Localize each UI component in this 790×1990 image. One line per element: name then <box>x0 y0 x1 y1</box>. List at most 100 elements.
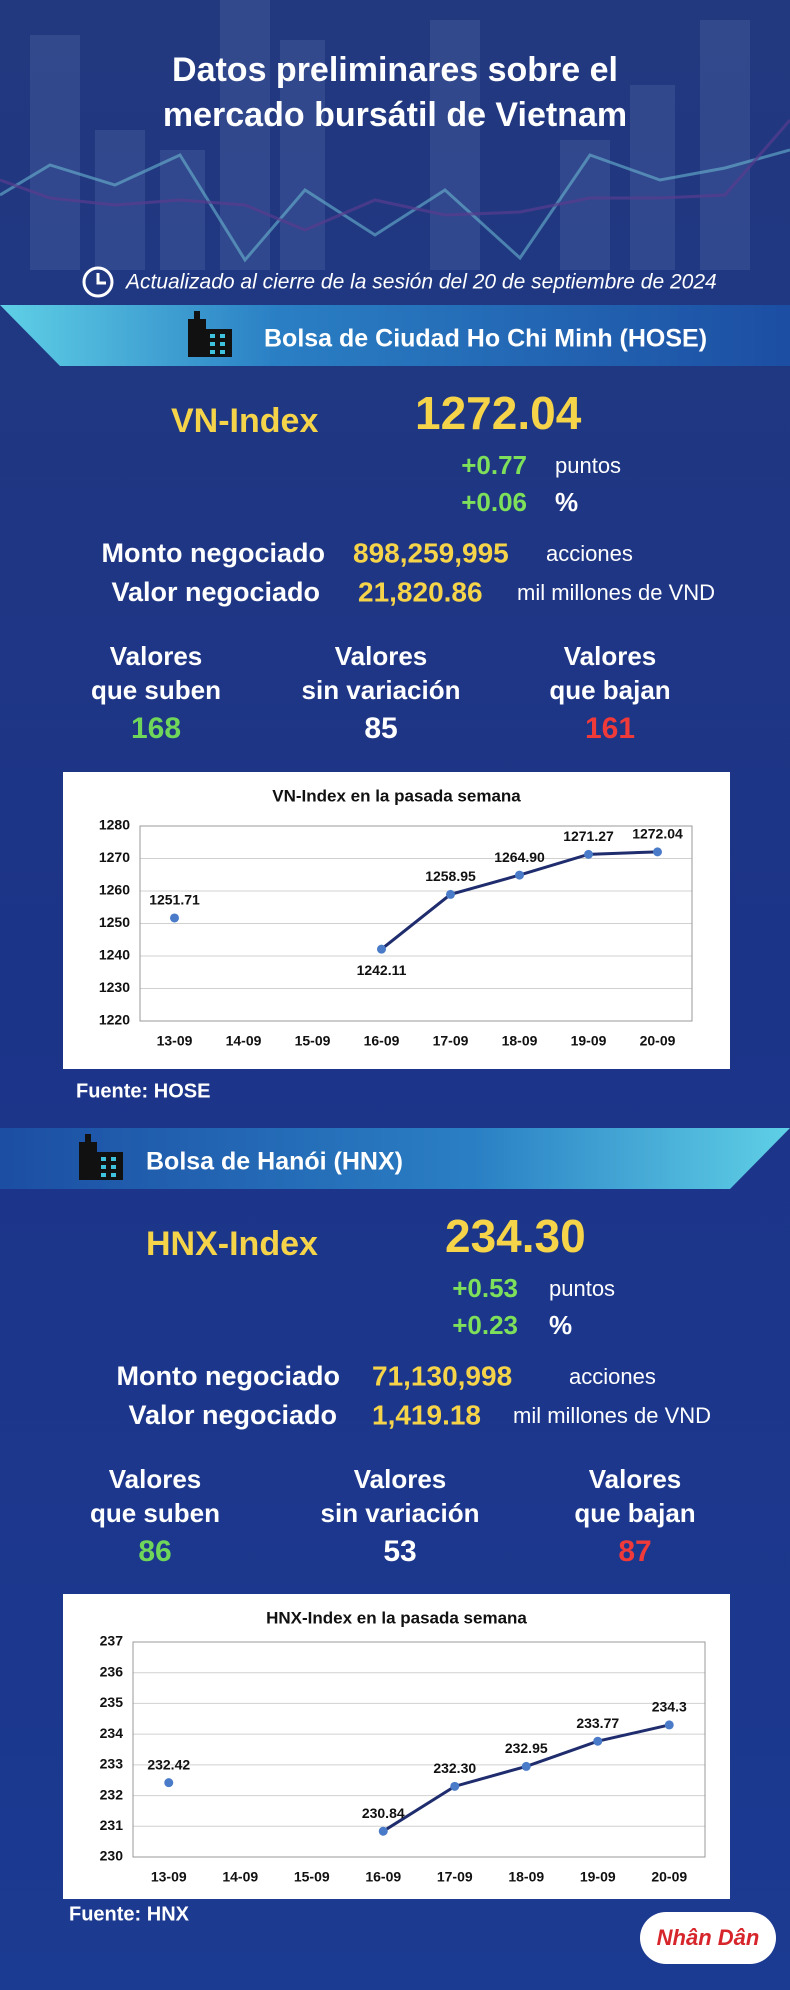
y-tick-label: 231 <box>100 1817 124 1833</box>
y-tick-label: 1260 <box>99 882 130 898</box>
y-tick-label: 1220 <box>99 1012 130 1028</box>
value-label: 1258.95 <box>425 868 476 884</box>
value-label: 233.77 <box>576 1715 619 1731</box>
x-tick-label: 13-09 <box>151 1869 187 1885</box>
marker <box>664 1720 674 1730</box>
y-tick-label: 237 <box>100 1633 124 1649</box>
building-icon <box>210 342 215 346</box>
percent-unit: % <box>555 487 578 517</box>
stat-unit: mil millones de VND <box>513 1403 711 1428</box>
stat-unit: mil millones de VND <box>517 580 715 605</box>
change-points: +0.77 <box>461 450 527 480</box>
x-tick-label: 20-09 <box>640 1033 676 1049</box>
index-name: VN-Index <box>171 402 318 440</box>
stat-value: 71,130,998 <box>372 1360 512 1391</box>
x-tick-label: 17-09 <box>433 1033 469 1049</box>
y-tick-label: 230 <box>100 1848 124 1864</box>
count-value: 86 <box>138 1535 171 1568</box>
title: Datos preliminares sobre el <box>172 51 618 89</box>
count-label: que suben <box>90 1498 220 1528</box>
building-icon <box>111 1165 116 1169</box>
building-icon <box>79 1142 97 1180</box>
y-tick-label: 1230 <box>99 979 130 995</box>
count-label: Valores <box>109 1464 202 1494</box>
x-tick-label: 16-09 <box>364 1033 400 1049</box>
y-tick-label: 1250 <box>99 914 130 930</box>
value-label: 1264.90 <box>494 849 545 865</box>
stat-unit: acciones <box>569 1364 656 1389</box>
building-icon <box>220 334 225 338</box>
chart-box <box>63 1594 730 1899</box>
percent-unit: % <box>549 1310 572 1340</box>
count-label: Valores <box>354 1464 447 1494</box>
plot-frame <box>139 825 693 1022</box>
value-label: 230.84 <box>362 1805 405 1821</box>
count-label: sin variación <box>321 1498 480 1528</box>
value-label: 1271.27 <box>563 828 614 844</box>
building-icon <box>101 1173 106 1177</box>
building-icon <box>101 1165 106 1169</box>
marker <box>377 944 386 954</box>
y-tick-label: 1240 <box>99 947 130 963</box>
stat-label: Monto negociado <box>102 538 325 568</box>
count-label: sin variación <box>302 675 461 705</box>
index-value: 234.30 <box>445 1210 586 1262</box>
count-label: que bajan <box>574 1498 695 1528</box>
stat-value: 1,419.18 <box>372 1399 481 1430</box>
x-tick-label: 15-09 <box>294 1869 330 1885</box>
title: mercado bursátil de Vietnam <box>163 96 627 134</box>
value-label: 234.3 <box>652 1699 687 1715</box>
count-label: Valores <box>110 641 203 671</box>
building-icon <box>210 334 215 338</box>
updated: Actualizado al cierre de la sesión del 2… <box>124 271 717 294</box>
y-tick-label: 233 <box>100 1756 124 1772</box>
y-tick-label: 235 <box>100 1694 124 1710</box>
marker <box>653 847 662 857</box>
stat-label: Valor negociado <box>128 1400 337 1430</box>
stat-unit: acciones <box>546 541 633 566</box>
decor-bars <box>30 0 750 270</box>
count-label: que suben <box>91 675 221 705</box>
change-percent: +0.23 <box>452 1310 518 1340</box>
stat-value: 21,820.86 <box>358 576 483 607</box>
building-icon <box>111 1157 116 1161</box>
source: Fuente: HNX <box>69 1903 190 1925</box>
chart-title: HNX-Index en la pasada semana <box>266 1608 527 1627</box>
chart-title: VN-Index en la pasada semana <box>272 786 521 805</box>
marker <box>164 1778 174 1788</box>
x-tick-label: 14-09 <box>222 1869 258 1885</box>
building-icon <box>206 329 232 357</box>
x-tick-label: 15-09 <box>295 1033 331 1049</box>
marker <box>521 1761 531 1771</box>
clock-icon <box>82 266 114 298</box>
value-label: 232.42 <box>147 1756 190 1772</box>
plot-frame <box>132 1641 706 1858</box>
logo-badge: Nhân Dân <box>640 1912 776 1964</box>
building-icon <box>188 319 206 357</box>
building-icon <box>194 311 200 319</box>
count-value: 161 <box>585 712 635 745</box>
building-icon <box>188 311 232 357</box>
y-tick-label: 1270 <box>99 849 130 865</box>
value-label: 1251.71 <box>149 892 200 908</box>
x-tick-label: 16-09 <box>365 1869 401 1885</box>
index-name: HNX-Index <box>146 1225 318 1263</box>
decor-line <box>0 119 790 232</box>
x-tick-label: 14-09 <box>226 1033 262 1049</box>
count-label: Valores <box>589 1464 682 1494</box>
x-tick-label: 13-09 <box>157 1033 193 1049</box>
count-label: Valores <box>564 641 657 671</box>
value-label: 232.30 <box>433 1760 476 1776</box>
building-icon <box>220 350 225 354</box>
building-icon <box>101 1157 106 1161</box>
source: Fuente: HOSE <box>76 1080 210 1102</box>
value-label: 232.95 <box>505 1740 548 1756</box>
decor-line <box>0 148 790 263</box>
building-icon <box>85 1134 91 1142</box>
marker <box>170 913 179 923</box>
y-tick-label: 236 <box>100 1663 124 1679</box>
marker <box>515 870 524 880</box>
x-tick-label: 19-09 <box>571 1033 607 1049</box>
stat-label: Monto negociado <box>117 1361 340 1391</box>
count-value: 87 <box>618 1535 651 1568</box>
